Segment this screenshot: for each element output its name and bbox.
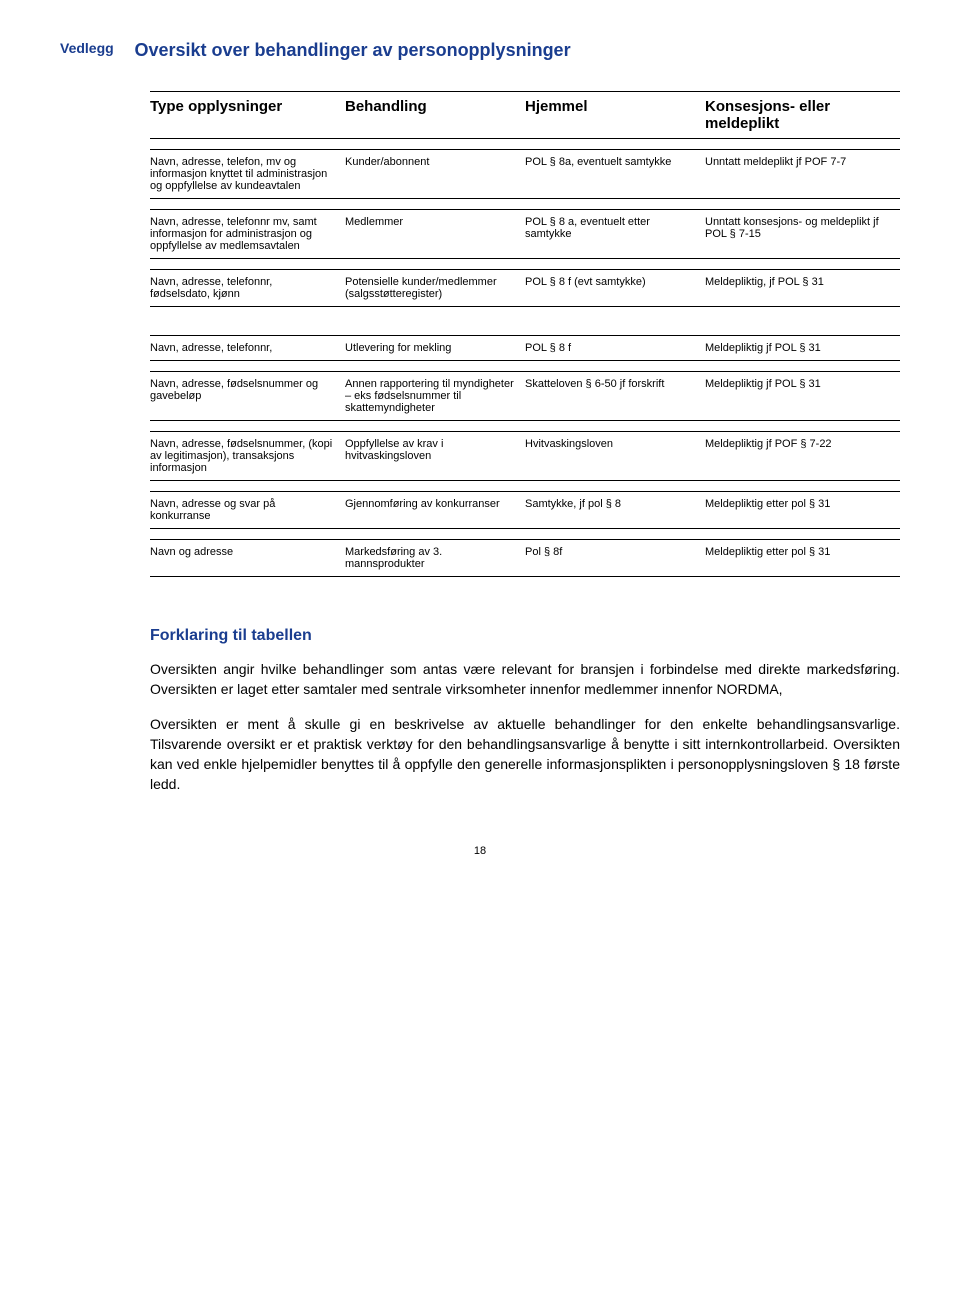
table-row: Navn, adresse, fødselsnummer og gavebelø…: [150, 371, 900, 421]
processing-table: Type opplysninger Behandling Hjemmel Kon…: [150, 81, 900, 587]
cell-behandling: Oppfyllelse av krav i hvitvaskingsloven: [345, 431, 525, 481]
cell-type: Navn, adresse og svar på konkurranse: [150, 491, 345, 529]
cell-behandling: Utlevering for mekling: [345, 335, 525, 361]
cell-type: Navn, adresse, telefon, mv og informasjo…: [150, 149, 345, 199]
cell-hjemmel: Skatteloven § 6-50 jf forskrift: [525, 371, 705, 421]
cell-type: Navn, adresse, fødselsnummer og gavebelø…: [150, 371, 345, 421]
col-header-behandling: Behandling: [345, 91, 525, 139]
table-row: Navn, adresse, telefonnr, fødselsdato, k…: [150, 269, 900, 307]
table-row: Navn, adresse og svar på konkurranse Gje…: [150, 491, 900, 529]
cell-konsesjon: Meldepliktig, jf POL § 31: [705, 269, 900, 307]
cell-hjemmel: POL § 8a, eventuelt samtykke: [525, 149, 705, 199]
explanation-paragraph: Oversikten er ment å skulle gi en beskri…: [150, 714, 900, 795]
table-row: Navn og adresse Markedsføring av 3. mann…: [150, 539, 900, 577]
cell-hjemmel: POL § 8 f: [525, 335, 705, 361]
col-header-konsesjon: Konsesjons- eller meldeplikt: [705, 91, 900, 139]
cell-hjemmel: Pol § 8f: [525, 539, 705, 577]
cell-behandling: Medlemmer: [345, 209, 525, 259]
cell-hjemmel: Hvitvaskingsloven: [525, 431, 705, 481]
cell-konsesjon: Meldepliktig jf POL § 31: [705, 335, 900, 361]
explanation-heading: Forklaring til tabellen: [150, 627, 900, 645]
table-row: Navn, adresse, telefon, mv og informasjo…: [150, 149, 900, 199]
table-header-row: Type opplysninger Behandling Hjemmel Kon…: [150, 91, 900, 139]
table-row: Navn, adresse, telefonnr mv, samt inform…: [150, 209, 900, 259]
cell-konsesjon: Meldepliktig jf POF § 7-22: [705, 431, 900, 481]
cell-type: Navn og adresse: [150, 539, 345, 577]
page-title: Oversikt over behandlinger av personoppl…: [134, 40, 570, 61]
table-row: Navn, adresse, fødselsnummer, (kopi av l…: [150, 431, 900, 481]
table-row: Navn, adresse, telefonnr, Utlevering for…: [150, 335, 900, 361]
cell-behandling: Potensielle kunder/medlemmer (salgsstøtt…: [345, 269, 525, 307]
cell-type: Navn, adresse, telefonnr mv, samt inform…: [150, 209, 345, 259]
cell-konsesjon: Unntatt konsesjons- og meldeplikt jf POL…: [705, 209, 900, 259]
cell-konsesjon: Meldepliktig etter pol § 31: [705, 539, 900, 577]
page-number: 18: [60, 845, 900, 857]
cell-behandling: Gjennomføring av konkurranser: [345, 491, 525, 529]
cell-konsesjon: Meldepliktig jf POL § 31: [705, 371, 900, 421]
col-header-hjemmel: Hjemmel: [525, 91, 705, 139]
cell-behandling: Kunder/abonnent: [345, 149, 525, 199]
cell-hjemmel: POL § 8 a, eventuelt etter samtykke: [525, 209, 705, 259]
cell-konsesjon: Unntatt meldeplikt jf POF 7-7: [705, 149, 900, 199]
cell-behandling: Annen rapportering til myndigheter – eks…: [345, 371, 525, 421]
cell-type: Navn, adresse, telefonnr, fødselsdato, k…: [150, 269, 345, 307]
cell-konsesjon: Meldepliktig etter pol § 31: [705, 491, 900, 529]
explanation-paragraph: Oversikten angir hvilke behandlinger som…: [150, 659, 900, 700]
cell-hjemmel: POL § 8 f (evt samtykke): [525, 269, 705, 307]
cell-behandling: Markedsføring av 3. mannsprodukter: [345, 539, 525, 577]
col-header-type: Type opplysninger: [150, 91, 345, 139]
cell-hjemmel: Samtykke, jf pol § 8: [525, 491, 705, 529]
cell-type: Navn, adresse, fødselsnummer, (kopi av l…: [150, 431, 345, 481]
cell-type: Navn, adresse, telefonnr,: [150, 335, 345, 361]
vedlegg-label: Vedlegg: [60, 40, 130, 56]
